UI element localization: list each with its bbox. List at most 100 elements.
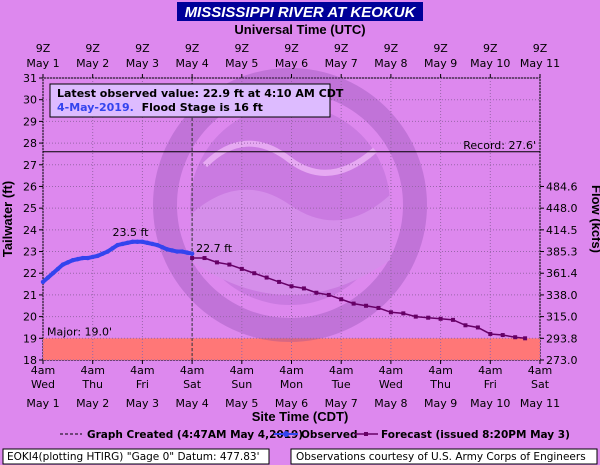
observed-peak-label: 23.5 ft (112, 226, 149, 239)
bottom-tick-time: 4am (80, 364, 104, 377)
observed-point (40, 279, 46, 285)
forecast-point (239, 266, 244, 271)
axes: 18 19 20 21 22 23 24 25 26 27 28 29 30 31 273.0 293.8 31… (23, 42, 578, 410)
observed-point (130, 239, 135, 244)
bottom-tick-date: May 8 (374, 397, 407, 410)
footer-left-box (2, 448, 270, 465)
top-tick-hour: 9Z (433, 42, 448, 55)
forecast-point (488, 331, 493, 336)
latest-observed-line1: Latest observed value: 22.9 ft at 4:10 A… (57, 87, 344, 100)
left-tick-label: 27 (23, 159, 37, 172)
right-tick-label: 448.0 (546, 202, 578, 215)
observed-point (55, 266, 61, 272)
forecast-point (326, 292, 331, 297)
observed-point (90, 254, 95, 260)
top-tick-date: May 10 (470, 57, 510, 70)
forecast-point (388, 310, 393, 315)
left-tick-label: 31 (23, 72, 37, 85)
top-tick-date: May 8 (374, 57, 407, 70)
right-tick-label: 484.6 (546, 180, 578, 193)
left-tick-label: 22 (23, 267, 37, 280)
top-tick-hour: 9Z (384, 42, 399, 55)
top-tick-date: May 5 (225, 57, 258, 70)
forecast-point (475, 325, 480, 330)
forecast-point (426, 315, 431, 320)
bottom-tick-date: May 7 (325, 397, 358, 410)
chart-title: MISSISSIPPI RIVER AT KEOKUK (185, 4, 417, 21)
bottom-tick-date: May 4 (175, 397, 208, 410)
bottom-tick-time: 4am (329, 364, 353, 377)
observed-point (45, 275, 51, 280)
left-tick-label: 30 (23, 94, 37, 107)
observed-point (60, 262, 66, 267)
reference-lines: Record: 27.6' Major: 19.0' (43, 78, 540, 360)
observed-point (80, 255, 85, 261)
top-tick-date: May 7 (325, 57, 358, 70)
legend-graph-created: Graph Created (4:47AM May 4,2019) (87, 429, 303, 441)
legend-observed: Observed (301, 429, 357, 441)
left-tick-label: 26 (23, 180, 37, 193)
major-label: Major: 19.0' (47, 325, 112, 338)
forecast-point (214, 260, 219, 265)
forecast-start-label: 22.7 ft (196, 242, 233, 255)
forecast-point (252, 271, 257, 276)
right-axis-title: Flow (kcfs) (589, 185, 600, 253)
bottom-tick-time: 4am (31, 364, 55, 377)
bottom-tick-day: Fri (136, 378, 149, 391)
left-tick-label: 18 (23, 354, 37, 367)
top-tick-hour: 9Z (36, 42, 51, 55)
bottom-tick-date: May 11 (520, 397, 560, 410)
top-tick-date: May 4 (175, 57, 208, 70)
forecast-point (264, 275, 269, 280)
forecast-point (339, 297, 344, 302)
bottom-tick-time: 4am (180, 364, 204, 377)
bottom-tick-date: May 9 (424, 397, 457, 410)
top-tick-hour: 9Z (135, 42, 150, 55)
bottom-tick-day: Wed (31, 378, 55, 391)
observed-point (50, 271, 56, 276)
observed-point (65, 260, 71, 265)
right-tick-label: 273.0 (546, 354, 578, 367)
bottom-tick-date: May 2 (76, 397, 109, 410)
observed-point (95, 253, 100, 259)
bottom-tick-day: Mon (280, 378, 303, 391)
bottom-tick-date: May 1 (26, 397, 59, 410)
footer-datum-text: EOKI4(plotting HTIRG) "Gage 0" Datum: 47… (7, 451, 259, 463)
bottom-axis-title: Site Time (CDT) (252, 409, 349, 424)
top-tick-date: May 6 (275, 57, 308, 70)
bottom-tick-day: Sat (531, 378, 550, 391)
left-tick-label: 29 (23, 115, 37, 128)
observed-point (170, 248, 175, 253)
observed-point (115, 242, 120, 248)
observed-point (145, 240, 150, 246)
forecast-point (351, 301, 356, 306)
forecast-point (314, 290, 319, 295)
top-tick-hour: 9Z (235, 42, 250, 55)
forecast-point (277, 279, 282, 284)
right-tick-label: 338.0 (546, 289, 578, 302)
observed-point (105, 249, 110, 254)
observed-point (100, 251, 105, 256)
right-tick-label: 385.3 (546, 246, 578, 259)
bottom-tick-time: 4am (230, 364, 254, 377)
bottom-tick-day: Sun (231, 378, 252, 391)
forecast-point (202, 256, 207, 261)
top-tick-date: May 1 (26, 57, 59, 70)
bottom-tick-time: 4am (279, 364, 303, 377)
top-tick-hour: 9Z (533, 42, 548, 55)
observed-point (70, 258, 76, 263)
observed-point (189, 251, 195, 256)
observed-point (184, 250, 190, 255)
footer-right-box (290, 448, 598, 465)
forecast-point (376, 305, 381, 310)
latest-observed-box: Latest observed value: 22.9 ft at 4:10 A… (49, 83, 344, 118)
noaa-logo-watermark (153, 68, 427, 342)
latest-observed-line2: 4-May-2019. Flood Stage is 16 ft (57, 101, 263, 114)
top-tick-date: May 2 (76, 57, 109, 70)
left-tick-label: 25 (23, 202, 37, 215)
observed-point (135, 239, 140, 244)
top-axis-title: Universal Time (UTC) (234, 22, 365, 37)
legend-forecast-marker (364, 432, 368, 436)
observed-point (155, 242, 160, 248)
